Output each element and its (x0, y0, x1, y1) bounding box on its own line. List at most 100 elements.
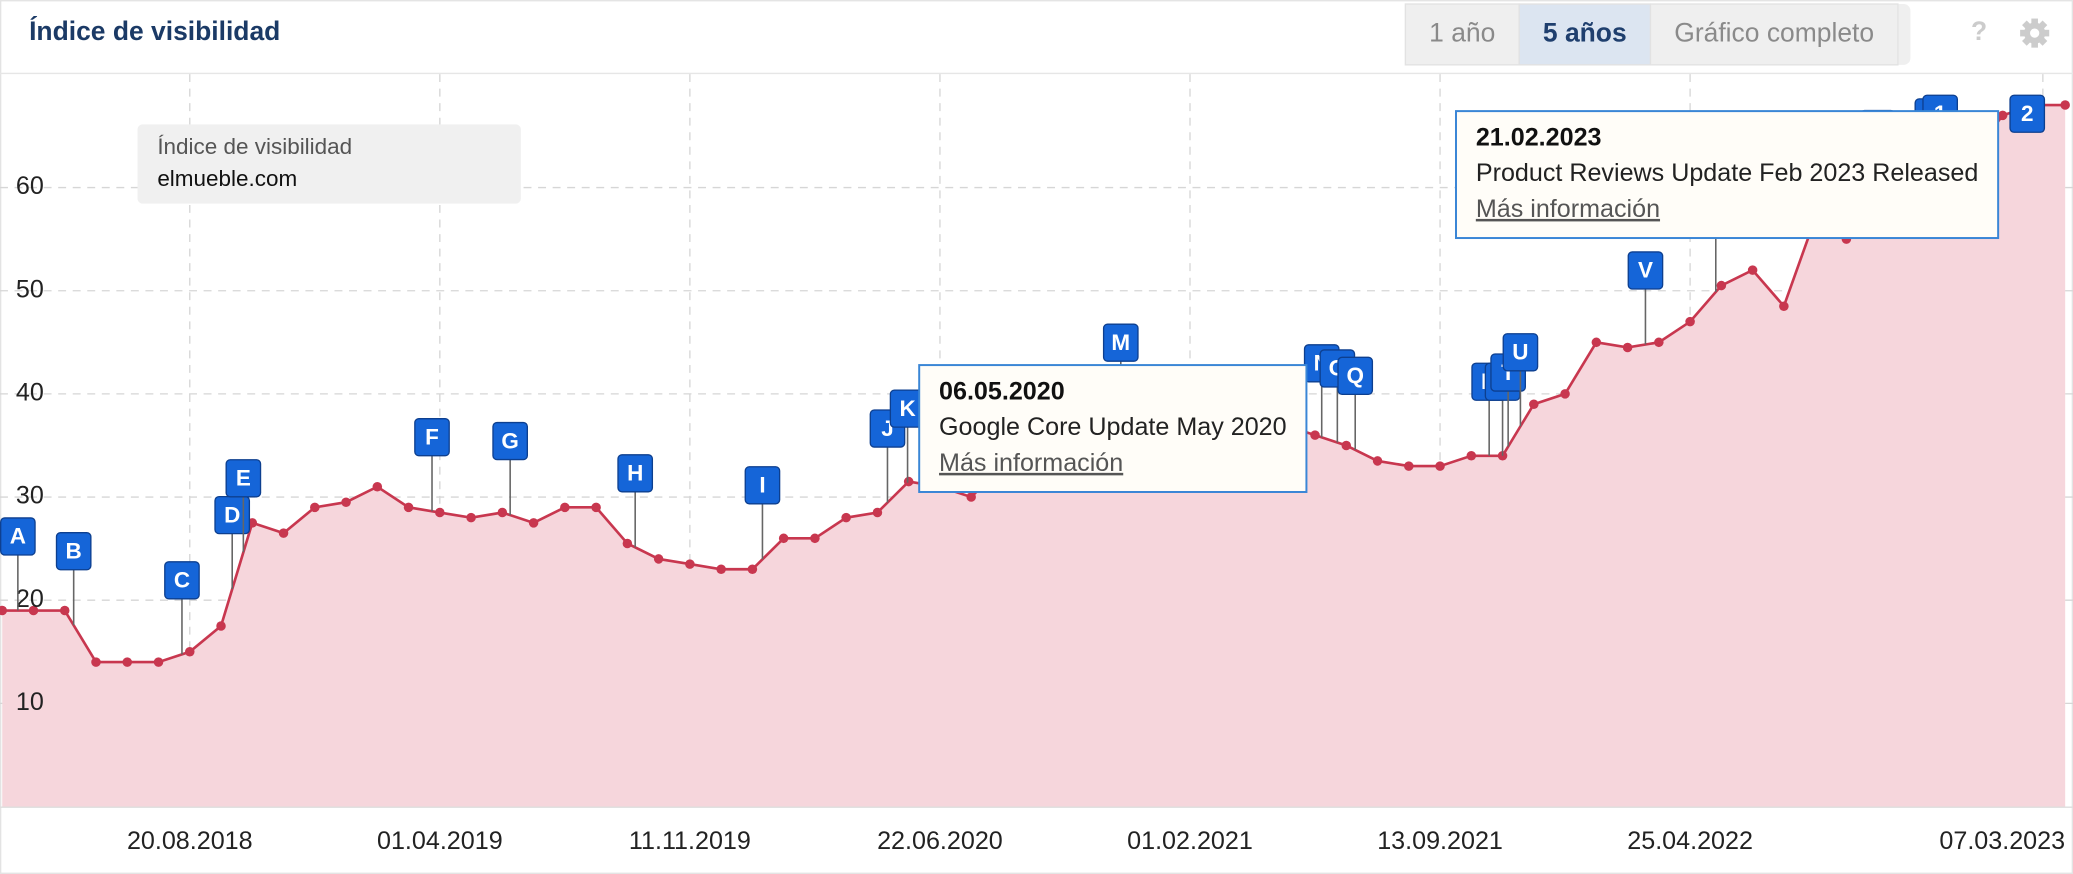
legend-box (137, 124, 521, 204)
event-flag[interactable] (55, 532, 92, 571)
x-tick-label: 11.11.2019 (629, 827, 751, 855)
event-flag-label[interactable]: 2 (2021, 101, 2034, 126)
event-flag[interactable] (617, 454, 654, 493)
point (1716, 280, 1727, 291)
help-icon[interactable]: ? (1971, 16, 1987, 46)
range-button-label[interactable]: 1 año (1429, 17, 1495, 47)
tooltip-link[interactable]: Más información (1476, 195, 1660, 223)
event-flag-label[interactable]: C (174, 568, 190, 593)
plot: 10 20 30 40 50 60 20.08.2018 01.04.2019 11.11.20… (0, 74, 2073, 855)
point (1529, 399, 1539, 409)
y-tick-label: 30 (16, 482, 44, 510)
event-flag[interactable] (1502, 333, 1539, 372)
point (810, 533, 820, 544)
event-flag[interactable] (414, 418, 450, 457)
event-flag-label[interactable]: E (236, 466, 251, 491)
event-flag-label[interactable]: M (1111, 330, 1130, 355)
tooltip-date: 21.02.2023 (1476, 124, 1602, 152)
point (466, 512, 476, 523)
event-flag[interactable] (744, 466, 781, 505)
settings-icon[interactable] (2020, 18, 2050, 48)
point (216, 621, 226, 631)
event-flag-label[interactable]: H (627, 461, 643, 486)
range-button-label[interactable]: Gráfico completo (1674, 17, 1874, 47)
point (28, 605, 39, 616)
point (1466, 451, 1477, 461)
event-flag[interactable] (2009, 94, 2046, 133)
event-flag-label[interactable]: B (66, 538, 82, 563)
event-flag-label[interactable]: K (899, 396, 916, 421)
y-tick-label: 10 (16, 688, 44, 716)
point (966, 492, 976, 502)
point (1372, 456, 1383, 466)
point (528, 518, 539, 528)
point (591, 502, 601, 513)
point (1622, 342, 1633, 353)
event-flag[interactable] (0, 517, 36, 556)
point (778, 533, 789, 544)
tooltip-box (1455, 110, 2000, 240)
x-tick-label: 01.04.2019 (377, 827, 503, 855)
event-flag[interactable] (225, 459, 262, 498)
range-button[interactable] (1404, 3, 1520, 66)
event-flag-label[interactable]: V (1638, 258, 1653, 283)
point (1560, 389, 1570, 399)
tooltip-link[interactable]: Más información (939, 449, 1123, 477)
x-tick-label: 01.02.2021 (1127, 827, 1253, 855)
event-flag[interactable] (492, 421, 529, 461)
event-flag[interactable] (164, 561, 200, 600)
point (403, 502, 414, 513)
point (372, 481, 383, 492)
point (716, 564, 726, 575)
range-button-label[interactable]: 5 años (1543, 17, 1627, 47)
event-flag-label[interactable]: U (1512, 340, 1528, 365)
point (1779, 301, 1789, 311)
point (653, 554, 664, 564)
legend-series: elmueble.com (157, 166, 297, 191)
point (153, 657, 164, 667)
tooltip-text: Product Reviews Update Feb 2023 Released (1476, 159, 1978, 187)
event-flag-label[interactable]: D (224, 502, 240, 527)
point (497, 507, 508, 518)
event-flag-label[interactable]: G (501, 428, 518, 453)
point (560, 502, 570, 513)
x-tick-label: 25.04.2022 (1627, 827, 1753, 855)
event-tooltip: 21.02.2023 Product Reviews Update Feb 202… (1455, 110, 2000, 240)
gear-hole[interactable] (2030, 28, 2040, 38)
x-tick-label: 07.03.2023 (1939, 827, 2065, 855)
y-tick-label: 60 (16, 172, 44, 200)
event-flag-label[interactable]: I (759, 473, 765, 498)
x-tick-label: 13.09.2021 (1377, 827, 1503, 855)
range-buttons: 1 año 5 años Gráfico completo (1404, 3, 1911, 66)
event-tooltip: 06.05.2020 Google Core Update May 2020 Más… (918, 364, 1308, 493)
legend-title: Índice de visibilidad (157, 134, 352, 159)
point (435, 507, 445, 518)
x-tick-label: 20.08.2018 (127, 827, 253, 855)
point (0, 605, 7, 616)
x-tick-label: 22.06.2020 (877, 827, 1003, 855)
event-flag-label[interactable]: A (10, 524, 26, 549)
event-flag-label[interactable]: Q (1346, 363, 1363, 388)
tooltip-date: 06.05.2020 (939, 377, 1065, 405)
event-flag-label[interactable]: F (425, 424, 439, 449)
point (1685, 316, 1695, 327)
point (622, 538, 633, 549)
event-flag[interactable] (1337, 356, 1374, 396)
range-button[interactable] (1649, 3, 1899, 66)
point (1997, 110, 2008, 121)
point (903, 476, 914, 487)
event-flag[interactable] (1102, 323, 1139, 362)
y-tick-label: 20 (16, 585, 44, 613)
widget-title: Índice de visibilidad (29, 16, 280, 46)
point (122, 657, 133, 667)
y-tick-label: 50 (16, 275, 44, 303)
point (59, 605, 70, 616)
point (1404, 461, 1414, 471)
point (1747, 265, 1758, 275)
event-flag[interactable] (1627, 251, 1664, 290)
tooltip-text: Google Core Update May 2020 (939, 413, 1287, 441)
point (747, 564, 758, 575)
point (2060, 100, 2070, 110)
point (185, 647, 195, 657)
